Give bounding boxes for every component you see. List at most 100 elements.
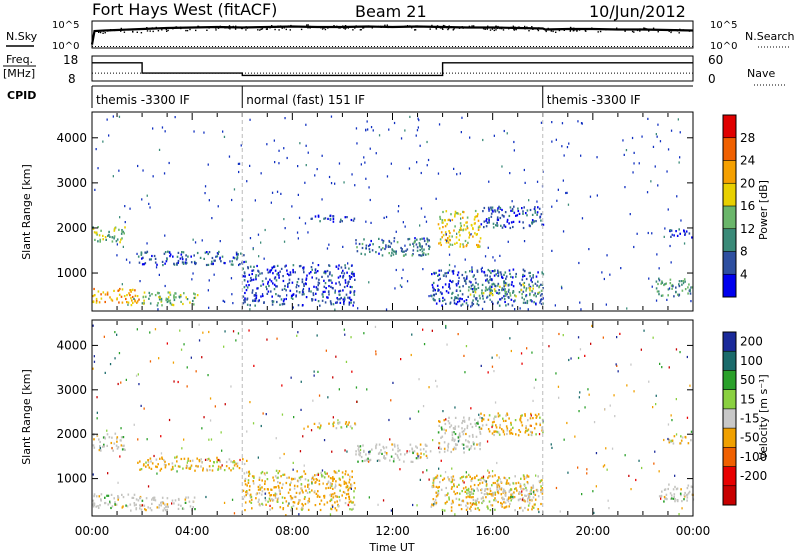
power-noise [679, 131, 681, 134]
velocity-cell [686, 499, 688, 502]
velocity-cell [483, 414, 486, 417]
power-cell [251, 289, 254, 292]
velocity-noise [578, 410, 580, 413]
power-noise [223, 300, 226, 303]
power-cell [515, 214, 517, 217]
power-cell [389, 245, 391, 248]
power-cell [205, 263, 208, 267]
nsky-point [605, 29, 607, 31]
velocity-cell [171, 465, 174, 468]
velocity-cell [530, 490, 532, 494]
power-cell [382, 247, 384, 250]
velocity-noise [500, 504, 502, 507]
velocity-cell [282, 508, 284, 511]
velocity-cell [497, 476, 500, 479]
velocity-cell [277, 484, 280, 488]
power-cell [113, 289, 115, 292]
velocity-cell [272, 498, 275, 502]
velocity-cell [276, 500, 279, 503]
velocity-cell [529, 430, 532, 433]
power-cell [441, 304, 443, 307]
velocity-noise [433, 503, 435, 506]
power-cell [262, 294, 264, 298]
nsky-point [151, 27, 153, 29]
velocity-noise [445, 326, 447, 329]
velocity-cell [519, 430, 522, 433]
velocity-noise [409, 417, 411, 420]
velocity-cell [502, 429, 505, 432]
power-cell [496, 221, 498, 224]
velocity-cell [540, 479, 542, 482]
power-cell [510, 283, 513, 286]
velocity-noise [658, 470, 660, 473]
power-cell [243, 254, 245, 257]
velocity-noise [613, 394, 615, 397]
velocity-noise [120, 427, 122, 430]
power-noise [581, 122, 583, 125]
velocity-cell [93, 446, 96, 449]
power-cell [451, 235, 453, 238]
velocity-cell [275, 469, 278, 472]
velocity-cell [454, 438, 456, 441]
velocity-cell [313, 490, 316, 493]
power-noise [524, 181, 526, 184]
power-cell [118, 289, 120, 292]
power-cell [113, 235, 116, 238]
velocity-cell [476, 487, 479, 490]
power-noise [284, 117, 286, 120]
power-cell [518, 220, 521, 223]
power-cell [476, 243, 478, 247]
power-cell [486, 221, 489, 224]
power-cell [504, 289, 506, 292]
velocity-cell [469, 422, 472, 426]
velocity-cell [185, 466, 188, 470]
power-cell [349, 277, 351, 280]
velocity-cell [686, 493, 689, 496]
nsky-point [260, 28, 262, 30]
velocity-noise [499, 478, 501, 481]
velocity-cell [492, 494, 494, 497]
velocity-noise [135, 374, 138, 377]
velocity-cell [496, 488, 498, 491]
power-cell [447, 271, 449, 274]
velocity-cell [344, 422, 347, 425]
velocity-cell [442, 478, 444, 482]
velocity-cell [145, 461, 147, 464]
velocity-cell [338, 495, 340, 499]
power-cell [415, 243, 418, 246]
velocity-cell [107, 494, 110, 497]
nsky-point [307, 27, 309, 29]
velocity-cell [106, 494, 108, 497]
power-colorbar-tick-label: 28 [740, 131, 755, 145]
velocity-cell [258, 492, 261, 495]
power-cell [501, 214, 504, 217]
power-cell [501, 208, 503, 212]
power-cell [479, 225, 481, 229]
power-noise [129, 207, 131, 210]
velocity-cell [114, 501, 116, 504]
velocity-cell [249, 493, 252, 496]
velocity-cell [462, 499, 464, 502]
power-cell [400, 250, 403, 253]
power-cell [248, 284, 250, 287]
power-colorbar-segment [723, 137, 736, 161]
velocity-cell [436, 474, 439, 477]
velocity-cell [345, 486, 348, 489]
power-cell [446, 239, 449, 242]
power-cell [494, 210, 497, 213]
power-cell [688, 232, 691, 235]
velocity-cell [261, 502, 263, 505]
velocity-cell [378, 459, 381, 462]
velocity-noise [109, 500, 111, 503]
velocity-cell [198, 458, 201, 462]
velocity-cell [257, 485, 260, 488]
power-cell [134, 289, 136, 292]
velocity-colorbar-segment [723, 466, 736, 486]
power-cell [370, 239, 372, 243]
power-cell [673, 234, 675, 237]
nsky-point [538, 27, 540, 29]
nsky-point [514, 26, 516, 28]
velocity-cell [111, 505, 114, 508]
velocity-cell [489, 509, 492, 512]
velocity-noise [329, 513, 332, 516]
